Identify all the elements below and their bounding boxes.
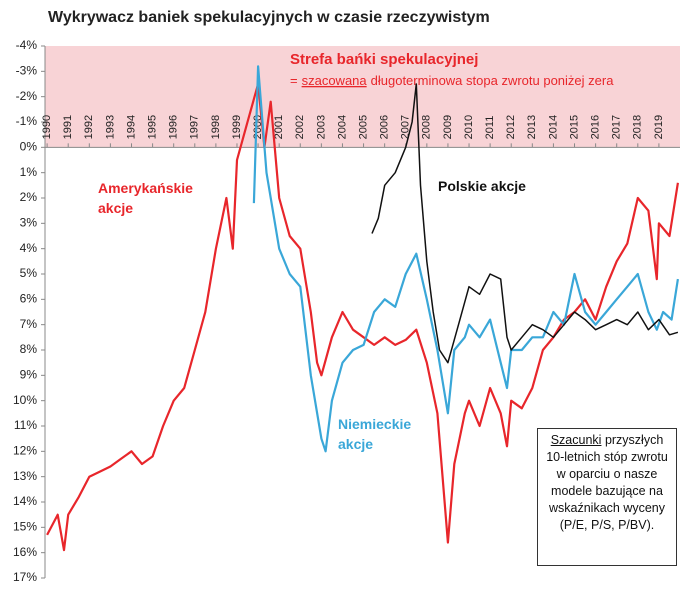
y-tick-label: 15%: [13, 520, 37, 534]
x-tick-label: 2006: [379, 115, 391, 139]
x-tick-label: 1999: [231, 115, 243, 139]
y-tick-label: 17%: [13, 570, 37, 584]
x-tick-label: 2013: [526, 115, 538, 139]
zone-label: Strefa bańki spekulacyjnej: [290, 51, 478, 68]
x-tick-label: 2018: [632, 115, 644, 139]
y-tick-label: 7%: [20, 317, 38, 331]
y-tick-label: 5%: [20, 266, 38, 280]
bubble-zone: [45, 46, 680, 148]
y-tick-label: 8%: [20, 342, 38, 356]
y-tick-label: 1%: [20, 165, 38, 179]
y-tick-label: -1%: [16, 114, 38, 128]
chart-title: Wykrywacz baniek spekulacyjnych w czasie…: [48, 9, 490, 26]
x-tick-label: 2017: [611, 115, 623, 139]
x-tick-label: 1991: [62, 115, 74, 139]
x-tick-label: 2016: [590, 115, 602, 139]
x-tick-label: 1990: [41, 115, 53, 139]
x-tick-label: 2015: [568, 115, 580, 139]
y-tick-label: 2%: [20, 190, 38, 204]
x-tick-label: 1995: [146, 115, 158, 139]
x-tick-label: 1992: [83, 115, 95, 139]
x-tick-label: 2010: [463, 115, 475, 139]
y-tick-label: 0%: [20, 140, 38, 154]
zone-note-part: długoterminowa stopa zwrotu poniżej zera: [371, 73, 615, 88]
x-tick-label: 1996: [168, 115, 180, 139]
series-label: Amerykańskie akcje: [98, 180, 193, 216]
y-tick-label: 6%: [20, 292, 38, 306]
x-tick-label: 2001: [273, 115, 285, 139]
x-tick-label: 2003: [315, 115, 327, 139]
x-tick-label: 2019: [653, 115, 665, 139]
x-tick-label: 2008: [421, 115, 433, 139]
y-tick-label: 12%: [13, 444, 37, 458]
y-tick-label: 13%: [13, 469, 37, 483]
x-tick-label: 2014: [547, 115, 559, 139]
x-tick-label: 2002: [294, 115, 306, 139]
x-tick-label: 2011: [484, 116, 496, 140]
x-tick-label: 1998: [210, 115, 222, 139]
y-tick-label: -3%: [16, 64, 38, 78]
x-tick-label: 1997: [189, 115, 201, 139]
series-line: [252, 65, 679, 453]
x-tick-label: 2009: [442, 115, 454, 139]
x-tick-label: 1994: [125, 115, 137, 139]
y-tick-label: 4%: [20, 241, 38, 255]
note-box: Szacunki przyszłych 10-letnich stóp zwro…: [537, 428, 677, 566]
y-tick-label: -4%: [16, 38, 38, 52]
note-underlined: Szacunki: [550, 433, 602, 447]
zone-note-part: szacowana: [302, 73, 368, 88]
y-tick-label: -2%: [16, 89, 38, 103]
x-tick-label: 2007: [400, 115, 412, 139]
y-tick-label: 14%: [13, 494, 37, 508]
y-tick-label: 9%: [20, 368, 38, 382]
zone-note-part: =: [290, 73, 298, 88]
y-tick-label: 11%: [14, 418, 37, 432]
x-tick-label: 2004: [336, 115, 348, 139]
series-line: [371, 83, 679, 364]
note-text: przyszłych 10-letnich stóp zwrotu w opar…: [546, 433, 668, 532]
zone-note: = szacowana długoterminowa stopa zwrotu po…: [290, 73, 614, 88]
x-tick-label: 1993: [104, 115, 116, 139]
x-tick-label: 2005: [357, 115, 369, 139]
y-tick-label: 16%: [13, 545, 37, 559]
series-label: Polskie akcje: [438, 178, 526, 194]
x-tick-label: 2012: [505, 115, 517, 139]
y-tick-label: 10%: [13, 393, 37, 407]
series-label: Niemieckie akcje: [338, 416, 412, 452]
y-tick-label: 3%: [20, 216, 38, 230]
